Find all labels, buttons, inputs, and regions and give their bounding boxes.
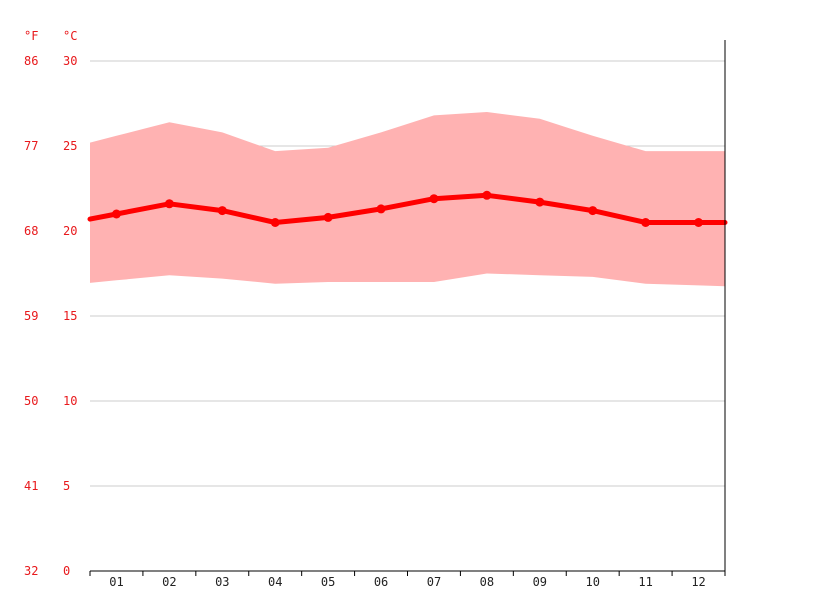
y-tick-label-fahrenheit: 59 [24, 309, 38, 323]
y-tick-label-fahrenheit: 86 [24, 54, 38, 68]
x-tick-label: 10 [585, 575, 599, 589]
x-tick-label: 07 [427, 575, 441, 589]
average-point [694, 218, 704, 227]
average-point [641, 218, 651, 227]
average-point [482, 190, 492, 200]
y-tick-label-fahrenheit: 41 [24, 479, 38, 493]
y-tick-label-celsius: 0 [63, 564, 70, 578]
average-point [323, 212, 333, 222]
y-tick-label-fahrenheit: 50 [24, 394, 38, 408]
average-point [588, 206, 598, 216]
x-tick-label: 01 [109, 575, 123, 589]
axes [89, 40, 726, 576]
y-tick-label-celsius: 20 [63, 224, 77, 238]
x-tick-label: 04 [268, 575, 282, 589]
y-tick-label-fahrenheit: 77 [24, 139, 38, 153]
x-tick-label: 05 [321, 575, 335, 589]
y-tick-label-fahrenheit: 68 [24, 224, 38, 238]
min-max-range-band [90, 112, 725, 287]
average-point [270, 218, 280, 227]
tick-labels: 86 30 77 25 68 20 59 15 50 10 41 5 32 0 01 02 03 04 05 06 07… [24, 54, 706, 589]
x-tick-label: 03 [215, 575, 229, 589]
average-point [535, 197, 545, 207]
x-tick-label: 09 [533, 575, 547, 589]
average-point [217, 206, 227, 216]
y-tick-label-celsius: 30 [63, 54, 77, 68]
celsius-unit-label: °C [63, 29, 77, 43]
y-tick-label-celsius: 5 [63, 479, 70, 493]
average-point [111, 209, 121, 219]
y-tick-label-fahrenheit: 32 [24, 564, 38, 578]
average-point [376, 204, 386, 214]
x-tick-label: 02 [162, 575, 176, 589]
average-line [87, 192, 728, 225]
average-point [164, 199, 174, 209]
x-tick-label: 08 [480, 575, 494, 589]
x-tick-label: 11 [638, 575, 652, 589]
fahrenheit-unit-label: °F [24, 29, 38, 43]
x-tick-label: 06 [374, 575, 388, 589]
y-tick-label-celsius: 25 [63, 139, 77, 153]
temperature-range-area [90, 112, 725, 287]
y-tick-label-celsius: 15 [63, 309, 77, 323]
x-tick-label: 12 [691, 575, 705, 589]
average-point [429, 194, 439, 204]
y-tick-label-celsius: 10 [63, 394, 77, 408]
average-temperature-line [87, 190, 728, 227]
